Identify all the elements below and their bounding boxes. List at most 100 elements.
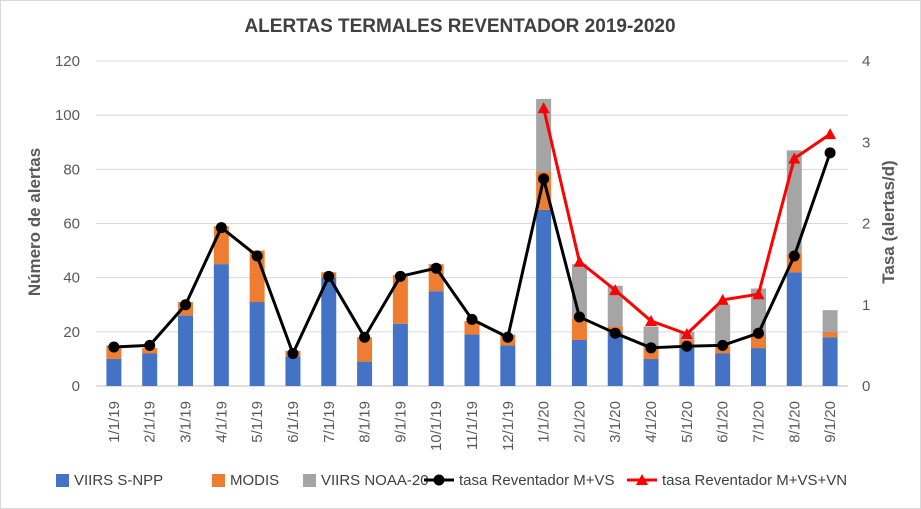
y2-axis-ticks: 0 1 2 3 4 xyxy=(862,53,870,395)
legend-swatch xyxy=(212,474,225,487)
y-tick-label: 40 xyxy=(63,270,80,287)
chart-title: ALERTAS TERMALES REVENTADOR 2019-2020 xyxy=(244,16,675,37)
bar-segment xyxy=(715,353,731,386)
x-tick-label: 6/1/20 xyxy=(715,401,732,443)
legend-marker xyxy=(636,474,648,485)
data-point xyxy=(788,250,800,262)
data-point xyxy=(752,288,765,300)
bar-segment xyxy=(321,277,337,386)
y2-tick-label: 0 xyxy=(862,378,870,395)
data-point xyxy=(824,128,837,140)
data-point xyxy=(824,147,836,159)
legend: VIIRS S-NPP MODIS VIIRS NOAA-20 tasa Revent… xyxy=(56,472,847,489)
data-point xyxy=(144,339,156,351)
data-point xyxy=(359,331,371,343)
y-tick-label: 100 xyxy=(55,107,80,124)
line-series xyxy=(108,102,837,359)
data-point xyxy=(215,222,227,234)
bar-segment xyxy=(607,331,623,386)
bar-segment xyxy=(392,274,408,324)
bar-segment xyxy=(285,356,301,386)
legend-label: tasa Reventador M+VS xyxy=(459,472,615,489)
data-point xyxy=(502,331,514,343)
data-point xyxy=(717,339,729,351)
data-point xyxy=(752,327,764,339)
x-tick-label: 6/1/19 xyxy=(285,401,302,443)
bar-segment xyxy=(106,358,122,386)
data-point xyxy=(788,152,801,164)
data-point xyxy=(537,102,550,114)
data-point xyxy=(394,270,406,282)
y2-tick-label: 4 xyxy=(862,53,870,70)
y-tick-label: 80 xyxy=(63,161,80,178)
legend-swatch xyxy=(56,474,69,487)
data-point xyxy=(108,341,120,353)
bar-segment xyxy=(249,302,265,386)
y-tick-label: 20 xyxy=(63,324,80,341)
bar-segment xyxy=(536,98,552,173)
x-tick-label: 7/1/19 xyxy=(321,401,338,443)
bar-segment xyxy=(357,337,373,362)
bar-segment xyxy=(571,318,587,340)
bar-segment xyxy=(500,345,516,386)
bar-segment xyxy=(750,348,766,386)
bar-segment xyxy=(822,310,838,332)
y-axis-title: Número de alertas xyxy=(25,148,44,296)
data-point xyxy=(645,315,658,326)
data-point xyxy=(645,342,657,354)
bar-segment xyxy=(643,358,659,386)
data-point xyxy=(681,340,693,352)
y-tick-label: 120 xyxy=(55,53,80,70)
bar-segment xyxy=(464,334,480,386)
y2-axis-title: Tasa (alertas/d) xyxy=(879,160,898,283)
legend-label: tasa Reventador M+VS+VN xyxy=(662,472,847,489)
data-point xyxy=(466,313,478,325)
x-tick-label: 4/1/19 xyxy=(213,401,230,443)
bar-segment xyxy=(643,326,659,349)
bar-segment xyxy=(750,334,766,349)
x-tick-label: 8/1/20 xyxy=(786,401,803,443)
bar-segment xyxy=(715,304,731,346)
x-tick-label: 1/1/20 xyxy=(536,401,553,443)
data-point xyxy=(251,250,263,262)
y2-tick-label: 1 xyxy=(862,297,870,314)
y2-tick-label: 2 xyxy=(862,216,870,233)
bar-segment xyxy=(679,345,695,386)
bar-segment xyxy=(571,339,587,386)
x-tick-label: 5/1/19 xyxy=(249,401,266,443)
x-tick-label: 4/1/20 xyxy=(643,401,660,443)
bar-segment xyxy=(536,209,552,386)
x-tick-label: 2/1/19 xyxy=(142,401,159,443)
x-tick-label: 3/1/19 xyxy=(178,401,195,443)
data-point xyxy=(716,293,729,305)
y-tick-label: 60 xyxy=(63,216,80,233)
x-tick-label: 9/1/19 xyxy=(392,401,409,443)
data-point xyxy=(609,284,622,296)
bar-segment xyxy=(822,331,838,338)
x-tick-label: 3/1/20 xyxy=(607,401,624,443)
x-axis-ticks: 1/1/19 2/1/19 3/1/19 4/1/19 5/1/19 6/1/19 7/1/… xyxy=(106,401,839,451)
x-tick-label: 1/1/19 xyxy=(106,401,123,443)
bar-segment xyxy=(786,272,802,386)
legend-label: MODIS xyxy=(230,472,279,489)
x-tick-label: 5/1/20 xyxy=(679,401,696,443)
bar-segment xyxy=(464,321,480,335)
bar-segment xyxy=(142,353,158,386)
legend-swatch xyxy=(303,474,316,487)
bar-series xyxy=(106,98,838,386)
data-point xyxy=(573,255,586,267)
data-point xyxy=(573,311,585,323)
x-tick-label: 7/1/20 xyxy=(750,401,767,443)
bar-segment xyxy=(607,285,623,327)
bar-segment xyxy=(392,323,408,386)
data-point xyxy=(680,328,693,339)
bar-segment xyxy=(643,348,659,359)
data-point xyxy=(609,327,621,339)
y2-tick-label: 3 xyxy=(862,134,870,151)
x-tick-label: 10/1/19 xyxy=(428,401,445,451)
legend-marker xyxy=(433,474,445,486)
bar-segment xyxy=(428,291,444,386)
